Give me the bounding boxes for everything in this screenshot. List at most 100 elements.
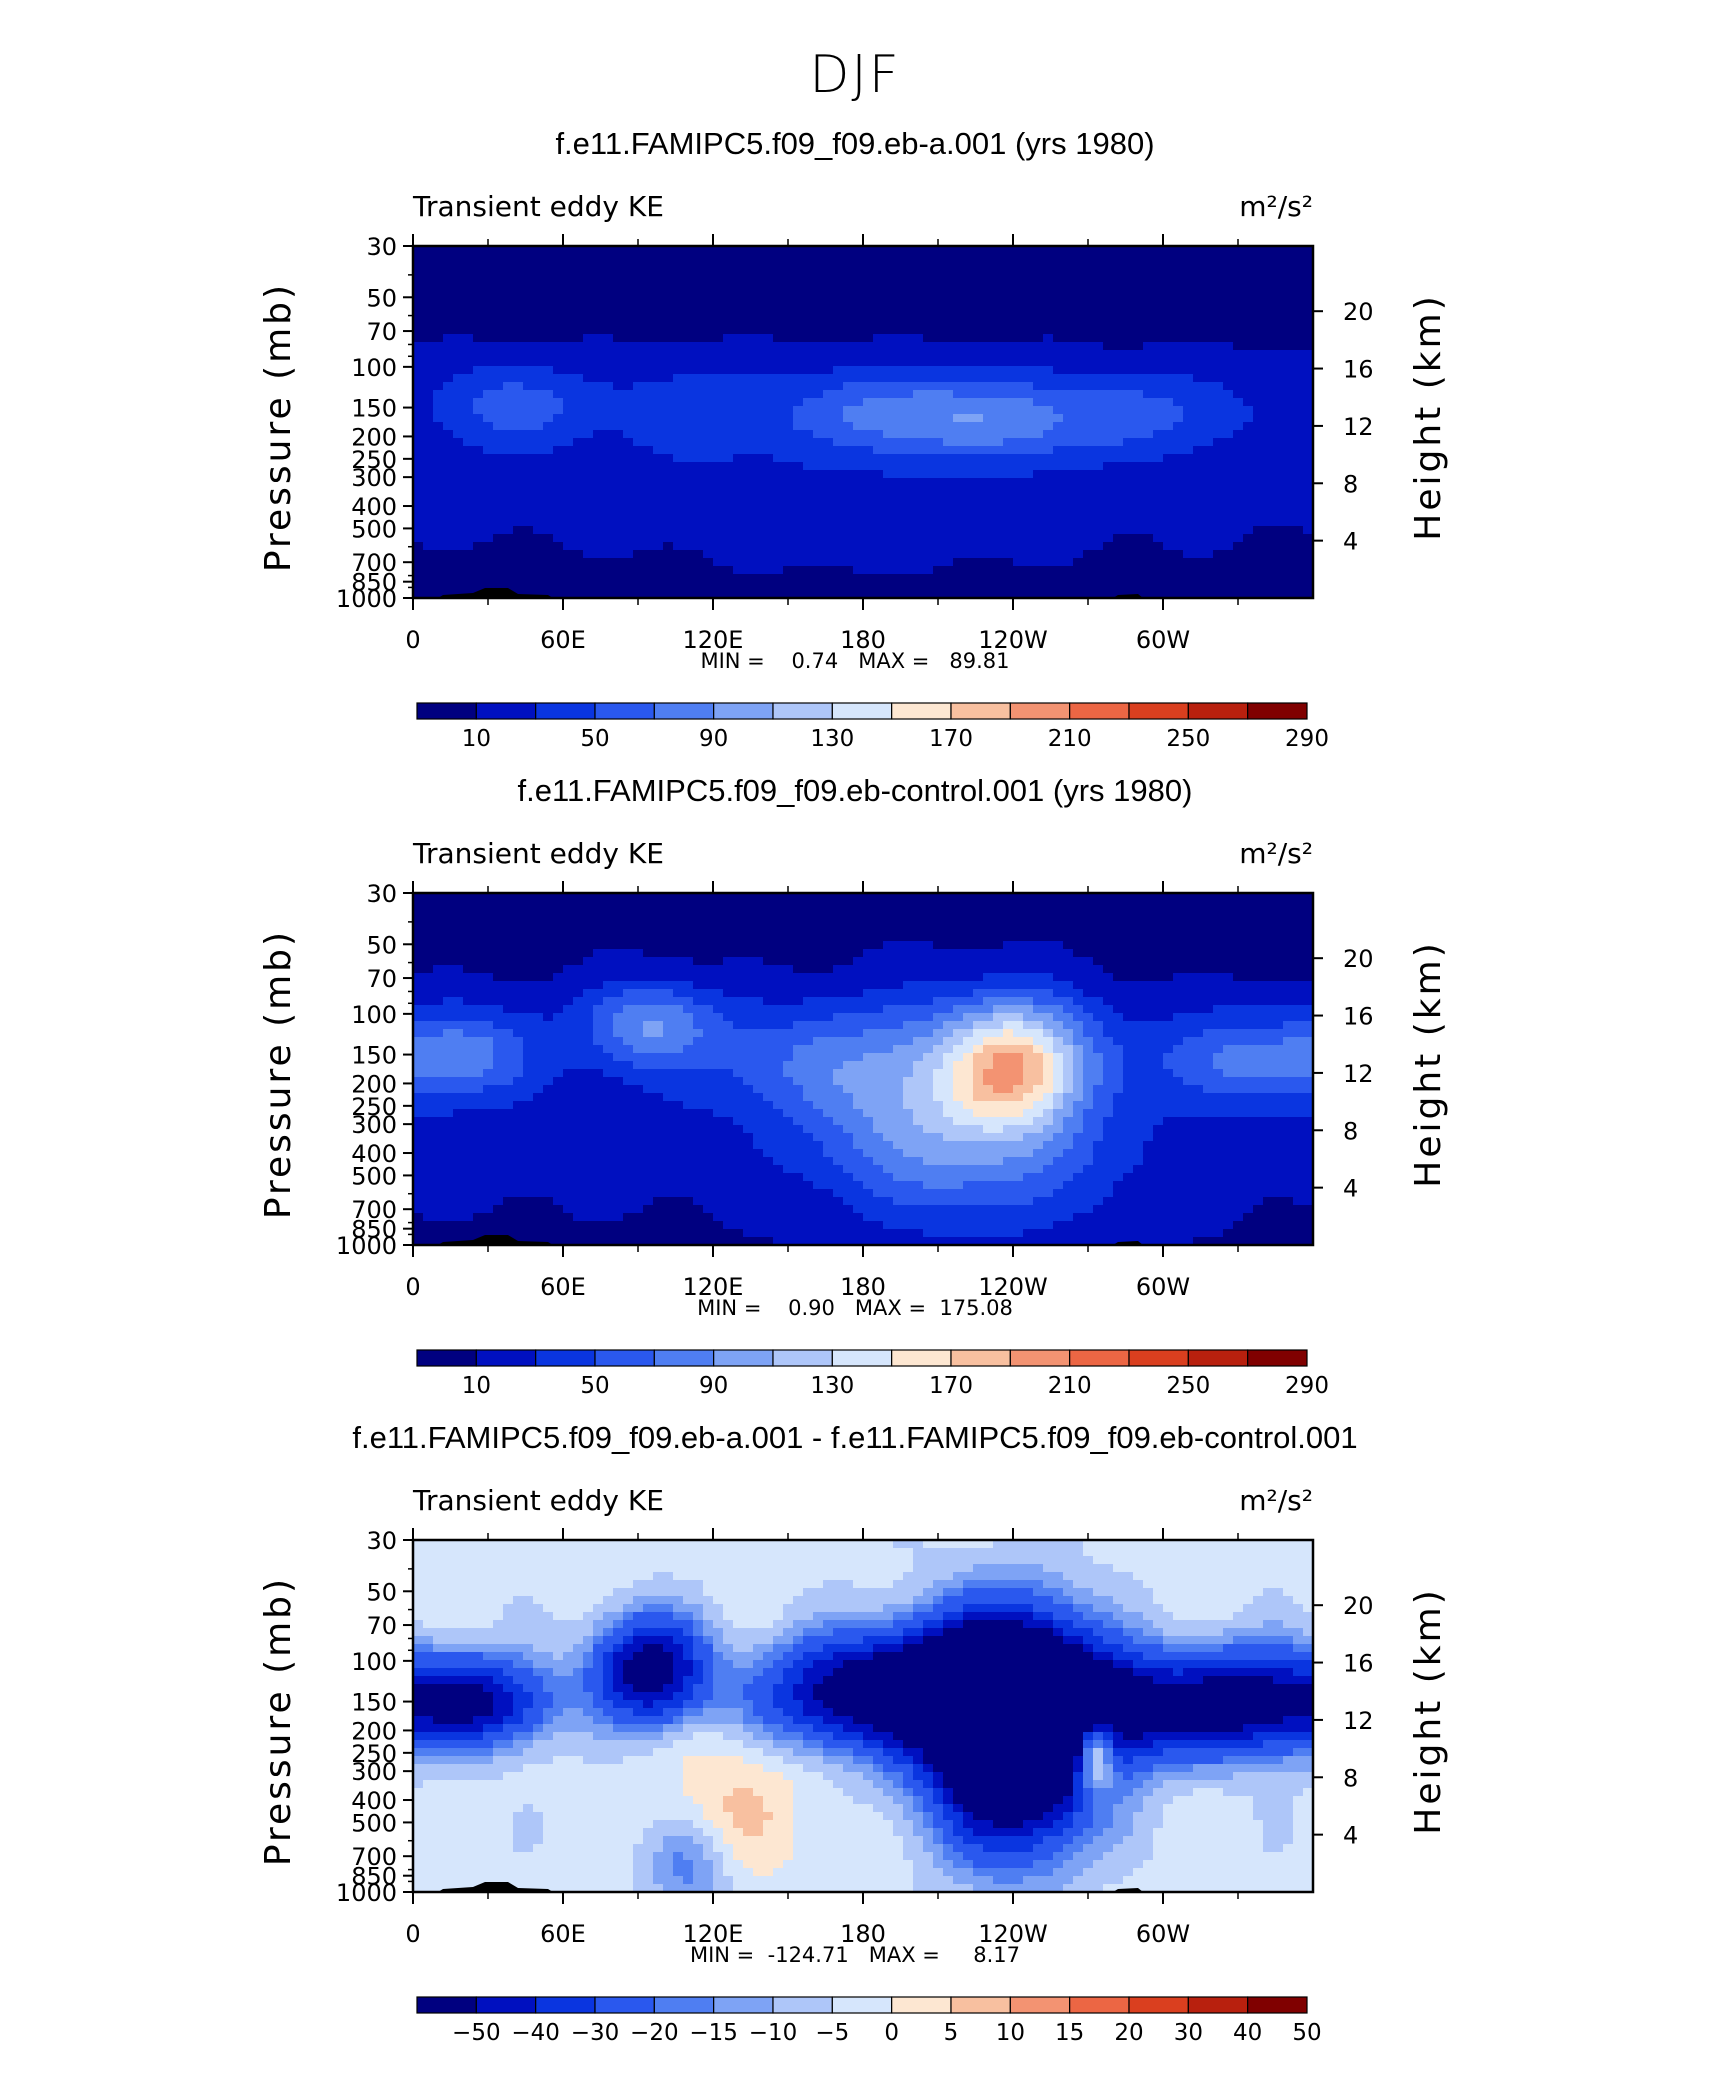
colorbar-swatch xyxy=(713,1996,774,2014)
colorbar-label: 20 xyxy=(1114,2020,1143,2046)
topography-mark xyxy=(438,1882,553,1892)
colorbar-swatch xyxy=(653,1996,715,2014)
colorbar-label: 170 xyxy=(929,1373,973,1399)
colorbar-label: 5 xyxy=(944,2020,959,2046)
min-max-stats: MIN = 0.74 MAX = 89.81 xyxy=(700,649,1009,673)
y-axis-title: Pressure (mb) xyxy=(258,929,299,1219)
colorbar-swatch xyxy=(950,702,1011,720)
y-tick-label: 700 xyxy=(351,549,397,577)
y2-tick-label: 8 xyxy=(1343,1117,1358,1145)
colorbar-swatch xyxy=(1247,1349,1308,1367)
colorbar-swatch xyxy=(772,702,833,720)
x-tick-label: 60W xyxy=(1136,1273,1190,1301)
y-tick-label: 70 xyxy=(366,318,397,346)
colorbar-swatch xyxy=(1247,1996,1308,2014)
min-max-stats: MIN = -124.71 MAX = 8.17 xyxy=(690,1943,1020,1967)
y-axis-title: Pressure (mb) xyxy=(258,282,299,572)
x-tick-label: 180 xyxy=(840,1273,886,1301)
y-tick-label: 50 xyxy=(366,1578,397,1606)
colorbar-swatch xyxy=(1009,702,1071,720)
colorbar-swatch xyxy=(653,1349,715,1367)
colorbar-swatch xyxy=(594,1996,655,2014)
panel-title: f.e11.FAMIPC5.f09_f09.eb-a.001 (yrs 1980… xyxy=(555,126,1154,161)
y-tick-label: 200 xyxy=(351,423,397,451)
y-tick-label: 50 xyxy=(366,931,397,959)
contour-field xyxy=(413,1540,1313,1892)
y2-tick-label: 4 xyxy=(1343,1822,1358,1850)
colorbar-label: 15 xyxy=(1055,2020,1084,2046)
contour-field xyxy=(413,246,1313,598)
y-tick-label: 30 xyxy=(366,1527,397,1555)
contour-field xyxy=(413,893,1313,1245)
colorbar-label: 250 xyxy=(1166,1373,1210,1399)
y-tick-label: 150 xyxy=(351,1042,397,1070)
y2-axis-title: Height (km) xyxy=(1408,293,1449,540)
colorbar-swatch xyxy=(1009,1996,1071,2014)
colorbar-swatch xyxy=(891,702,952,720)
panel-left-label: Transient eddy KE xyxy=(412,190,664,223)
y-tick-label: 30 xyxy=(366,880,397,908)
colorbar-swatch xyxy=(891,1996,952,2014)
y-tick-label: 30 xyxy=(366,233,397,261)
colorbar-swatch xyxy=(1128,702,1189,720)
colorbar-label: −30 xyxy=(571,2020,620,2046)
colorbar-swatch xyxy=(1187,702,1249,720)
x-tick-label: 120W xyxy=(978,1920,1048,1948)
colorbar-label: −5 xyxy=(815,2020,849,2046)
colorbar-swatch xyxy=(891,1349,952,1367)
colorbar-swatch xyxy=(1187,1349,1249,1367)
y-tick-label: 200 xyxy=(351,1717,397,1745)
panel-units-label: m²/s² xyxy=(1239,190,1313,223)
topography-mark xyxy=(438,588,553,598)
x-tick-label: 60E xyxy=(540,1920,586,1948)
y2-tick-label: 12 xyxy=(1343,1060,1374,1088)
x-tick-label: 120E xyxy=(683,626,744,654)
colorbar-swatch xyxy=(831,1349,893,1367)
y-tick-label: 850 xyxy=(351,569,397,597)
colorbar-label: 290 xyxy=(1285,1373,1329,1399)
y-tick-label: 300 xyxy=(351,1111,397,1139)
colorbar: 10 50 90 130 170 210 250 290 xyxy=(416,702,1329,752)
x-tick-label: 60E xyxy=(540,626,586,654)
y-tick-label: 1000 xyxy=(336,1232,397,1260)
y-tick-label: 500 xyxy=(351,1162,397,1190)
x-tick-label: 180 xyxy=(840,626,886,654)
colorbar-swatch xyxy=(772,1349,833,1367)
topography-mark xyxy=(438,1235,553,1245)
colorbar-label: 90 xyxy=(699,1373,728,1399)
x-tick-label: 60W xyxy=(1136,626,1190,654)
y2-tick-label: 20 xyxy=(1343,1592,1374,1620)
colorbar-label: 10 xyxy=(462,1373,491,1399)
x-tick-label: 120E xyxy=(683,1273,744,1301)
panel-2: f.e11.FAMIPC5.f09_f09.eb-control.001 (yr… xyxy=(258,773,1449,1399)
colorbar-label: 210 xyxy=(1048,1373,1092,1399)
y2-axis-title: Height (km) xyxy=(1408,940,1449,1187)
x-tick-label: 60W xyxy=(1136,1920,1190,1948)
x-tick-label: 120W xyxy=(978,1273,1048,1301)
y-tick-label: 850 xyxy=(351,1216,397,1244)
colorbar-label: 50 xyxy=(580,1373,609,1399)
panel-1: f.e11.FAMIPC5.f09_f09.eb-a.001 (yrs 1980… xyxy=(258,126,1449,752)
colorbar-label: 210 xyxy=(1048,726,1092,752)
colorbar-swatch xyxy=(831,1996,893,2014)
colorbar: −50 −40 −30 −20 −15 −10 −5 0 5 10 15 20 30 40 50 xyxy=(416,1996,1322,2046)
y2-tick-label: 20 xyxy=(1343,298,1374,326)
colorbar-swatch xyxy=(772,1996,833,2014)
colorbar-label: 130 xyxy=(810,726,854,752)
y-tick-label: 400 xyxy=(351,493,397,521)
colorbar-label: −15 xyxy=(689,2020,738,2046)
y-tick-label: 250 xyxy=(351,1093,397,1121)
y-axis-title: Pressure (mb) xyxy=(258,1576,299,1866)
colorbar-label: 290 xyxy=(1285,726,1329,752)
y-tick-label: 400 xyxy=(351,1140,397,1168)
colorbar-swatch xyxy=(1009,1349,1071,1367)
colorbar-label: 0 xyxy=(884,2020,899,2046)
y2-tick-label: 20 xyxy=(1343,945,1374,973)
y2-axis-title: Height (km) xyxy=(1408,1587,1449,1834)
colorbar-swatch xyxy=(1069,1996,1130,2014)
y2-tick-label: 8 xyxy=(1343,470,1358,498)
colorbar-swatch xyxy=(475,1349,537,1367)
y-tick-label: 850 xyxy=(351,1863,397,1891)
panel-title: f.e11.FAMIPC5.f09_f09.eb-a.001 - f.e11.F… xyxy=(352,1420,1357,1455)
colorbar-swatch xyxy=(1069,702,1130,720)
